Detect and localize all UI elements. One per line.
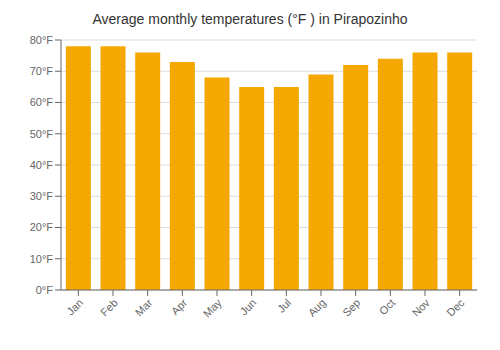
svg-text:Sep: Sep <box>340 296 362 318</box>
svg-text:30°F: 30°F <box>30 190 54 202</box>
svg-text:May: May <box>201 296 225 320</box>
svg-text:60°F: 60°F <box>30 96 54 108</box>
svg-text:Feb: Feb <box>98 296 120 318</box>
svg-text:Jan: Jan <box>64 296 85 317</box>
svg-text:0°F: 0°F <box>36 284 54 296</box>
svg-text:80°F: 80°F <box>30 34 54 46</box>
svg-text:Apr: Apr <box>169 296 190 317</box>
svg-text:20°F: 20°F <box>30 221 54 233</box>
svg-text:Dec: Dec <box>444 296 467 319</box>
svg-text:50°F: 50°F <box>30 128 54 140</box>
svg-text:Nov: Nov <box>410 296 433 319</box>
svg-text:10°F: 10°F <box>30 253 54 265</box>
svg-text:Jul: Jul <box>275 296 293 314</box>
svg-text:Oct: Oct <box>377 296 398 317</box>
svg-text:40°F: 40°F <box>30 159 54 171</box>
svg-text:70°F: 70°F <box>30 65 54 77</box>
svg-text:Mar: Mar <box>133 296 155 318</box>
svg-text:Jun: Jun <box>238 296 259 317</box>
svg-text:Aug: Aug <box>306 296 328 318</box>
html-text:Average monthly temperatures (: Average monthly temperatures (°F ) in Pi… <box>92 11 408 27</box>
